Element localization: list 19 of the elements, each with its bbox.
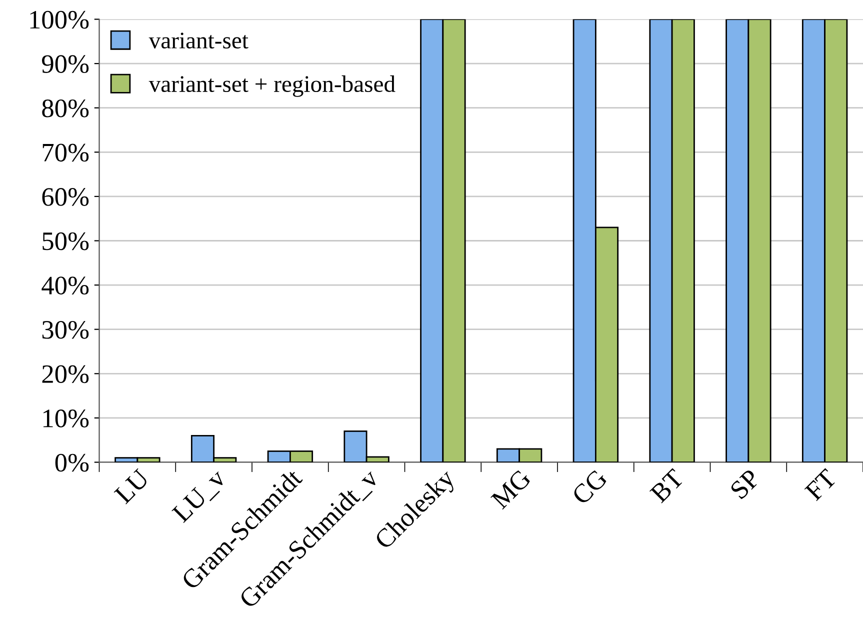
- y-tick-label: 100%: [30, 10, 89, 29]
- y-tick-label: 30%: [42, 320, 89, 339]
- y-tick-label: 80%: [42, 99, 89, 118]
- y-tick-label: 40%: [42, 276, 89, 295]
- x-tick-label: SP: [730, 468, 761, 500]
- y-tick-label: 20%: [42, 365, 89, 384]
- x-tick-label: BT: [649, 468, 685, 504]
- x-tick-label: MG: [490, 468, 532, 510]
- x-tick-label: LU: [114, 468, 150, 505]
- x-tick-label: CG: [571, 468, 608, 506]
- legend-label: variant-set + region-based: [148, 75, 396, 97]
- y-tick-label: 70%: [42, 144, 89, 162]
- y-tick-label: 10%: [43, 410, 89, 428]
- y-tick-label: 90%: [42, 55, 89, 74]
- y-tick-label: 60%: [42, 188, 89, 206]
- legend-label: variant-set: [148, 32, 248, 49]
- y-tick-label: 50%: [42, 232, 89, 250]
- y-tick-label: 0%: [55, 454, 89, 472]
- x-tick-label: FT: [804, 468, 838, 502]
